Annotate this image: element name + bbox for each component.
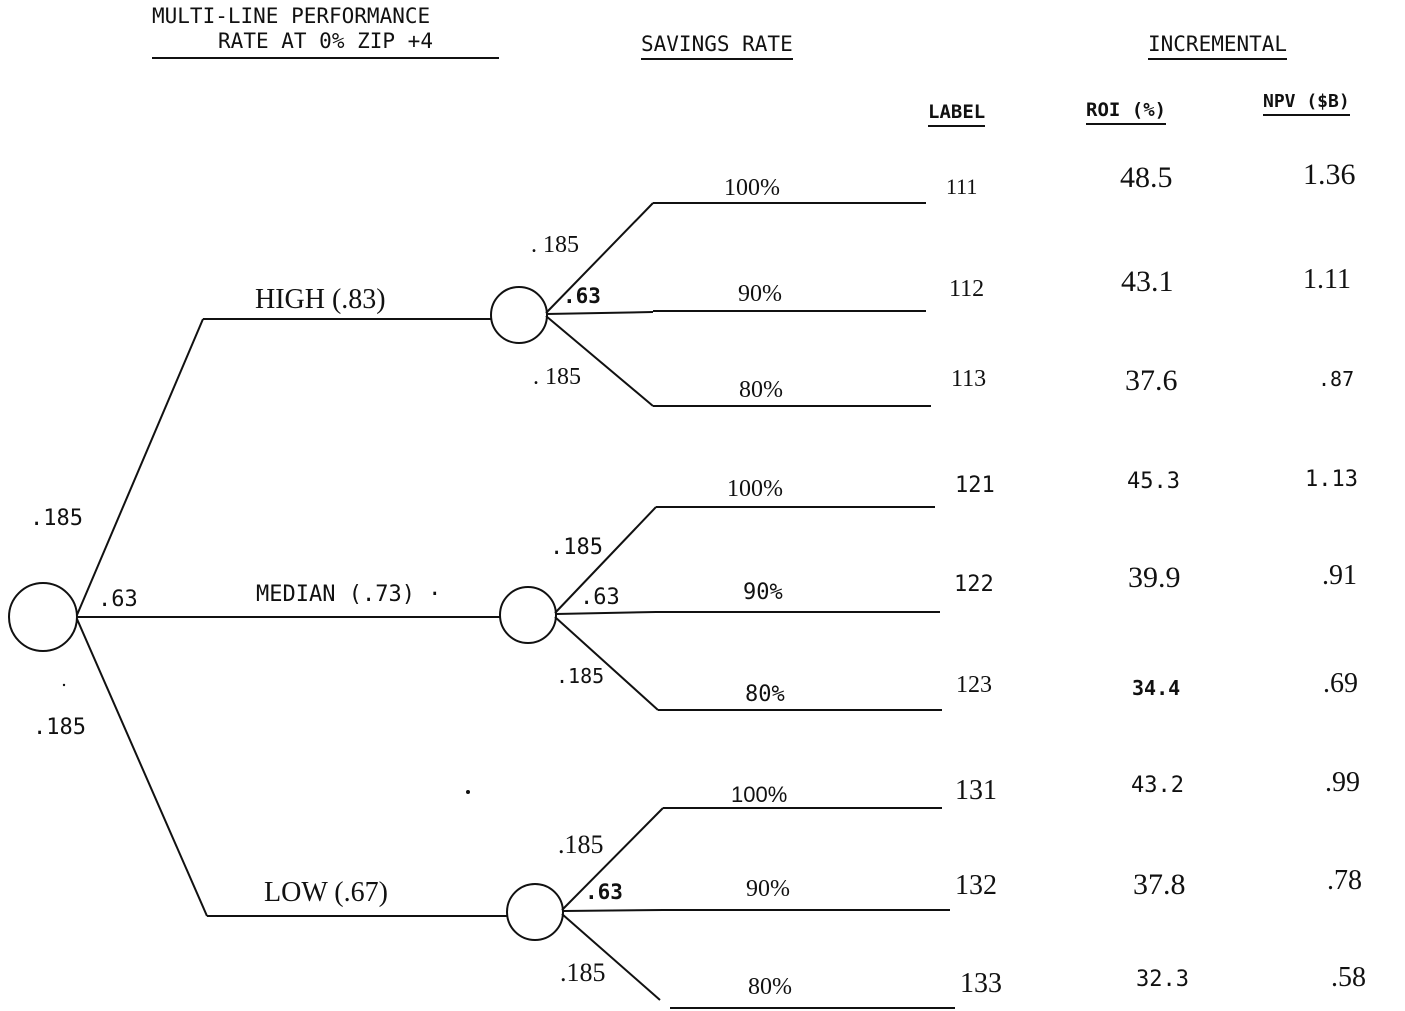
roi-133: 32.3 — [1136, 967, 1189, 992]
roi-111: 48.5 — [1120, 161, 1173, 194]
branch-median-name: MEDIAN (.73) · — [256, 582, 442, 607]
savings-rate-121: 100% — [727, 476, 783, 502]
root-prob-low: .185 — [33, 715, 86, 740]
npv-113: .87 — [1318, 367, 1355, 391]
performance-header-line2: RATE AT 0% ZIP +4 — [152, 31, 499, 59]
high-fork-80 — [545, 315, 654, 407]
npv-131: .99 — [1325, 767, 1360, 798]
root-chance-node — [8, 582, 78, 652]
outcome-label-121: 121 — [955, 473, 995, 498]
savings-rate-header: SAVINGS RATE — [641, 34, 793, 60]
low-fork-100 — [561, 807, 664, 911]
outcome-label-133: 133 — [960, 968, 1002, 999]
branch-low-name: LOW (.67) — [264, 877, 388, 908]
median-fork-100 — [554, 506, 657, 614]
incremental-header: INCREMENTAL — [1148, 34, 1288, 60]
stray-dot — [62, 683, 66, 687]
savings-rate-112: 90% — [738, 281, 782, 307]
savings-rate-123: 80% — [745, 682, 785, 707]
npv-112: 1.11 — [1303, 264, 1351, 295]
savings-rate-131: 100% — [731, 782, 788, 807]
outcome-label-123: 123 — [956, 672, 992, 698]
root-branch-low — [76, 618, 208, 917]
roi-113: 37.6 — [1125, 364, 1178, 397]
savings-rate-133: 80% — [748, 974, 792, 1000]
roi-112: 43.1 — [1121, 265, 1174, 298]
low-fork-90 — [562, 909, 664, 912]
roi-121: 45.3 — [1127, 469, 1180, 494]
median-fork-90 — [555, 611, 657, 615]
high-fork-90 — [545, 311, 654, 315]
roi-132: 37.8 — [1133, 868, 1186, 901]
npv-123: .69 — [1323, 668, 1358, 699]
low-prob-90: .63 — [585, 880, 623, 904]
savings-rate-113: 80% — [739, 377, 783, 403]
low-prob-100: .185 — [558, 830, 604, 859]
high-fork-100 — [545, 202, 654, 314]
root-branch-high — [76, 318, 204, 616]
roi-131: 43.2 — [1131, 773, 1184, 798]
root-prob-high: .185 — [30, 506, 83, 531]
low-fork-80 — [561, 913, 661, 1001]
high-chance-node — [490, 286, 548, 344]
npv-121: 1.13 — [1305, 467, 1358, 492]
label-column-header: LABEL — [928, 103, 986, 127]
high-prob-100: . 185 — [531, 232, 579, 258]
outcome-label-113: 113 — [951, 366, 987, 392]
median-prob-80: .185 — [556, 664, 605, 688]
roi-column-header: ROI (%) — [1086, 101, 1167, 125]
npv-122: .91 — [1322, 560, 1357, 591]
npv-column-header: NPV ($B) — [1263, 93, 1350, 116]
high-prob-80: . 185 — [533, 364, 581, 390]
median-prob-90: .63 — [580, 585, 620, 610]
low-prob-80: .185 — [560, 958, 606, 987]
outcome-label-132: 132 — [955, 870, 997, 901]
high-prob-90: .63 — [563, 284, 601, 308]
outcome-label-112: 112 — [949, 276, 985, 302]
stray-dot — [466, 790, 470, 794]
savings-rate-132: 90% — [746, 876, 790, 902]
median-chance-node — [499, 586, 557, 644]
median-prob-100: .185 — [550, 535, 603, 560]
performance-header-line1: MULTI-LINE PERFORMANCE — [152, 4, 431, 28]
root-prob-median: .63 — [98, 587, 138, 612]
savings-rate-122: 90% — [743, 580, 783, 605]
npv-111: 1.36 — [1303, 158, 1356, 191]
roi-123: 34.4 — [1132, 676, 1181, 700]
savings-rate-111: 100% — [724, 175, 780, 201]
median-fork-80 — [554, 616, 659, 711]
npv-133: .58 — [1331, 962, 1366, 993]
npv-132: .78 — [1327, 865, 1362, 896]
outcome-label-122: 122 — [954, 572, 994, 597]
outcome-label-131: 131 — [955, 775, 997, 806]
branch-high-name: HIGH (.83) — [255, 284, 386, 315]
roi-122: 39.9 — [1128, 561, 1181, 594]
low-chance-node — [506, 883, 564, 941]
outcome-label-111: 111 — [946, 174, 978, 199]
